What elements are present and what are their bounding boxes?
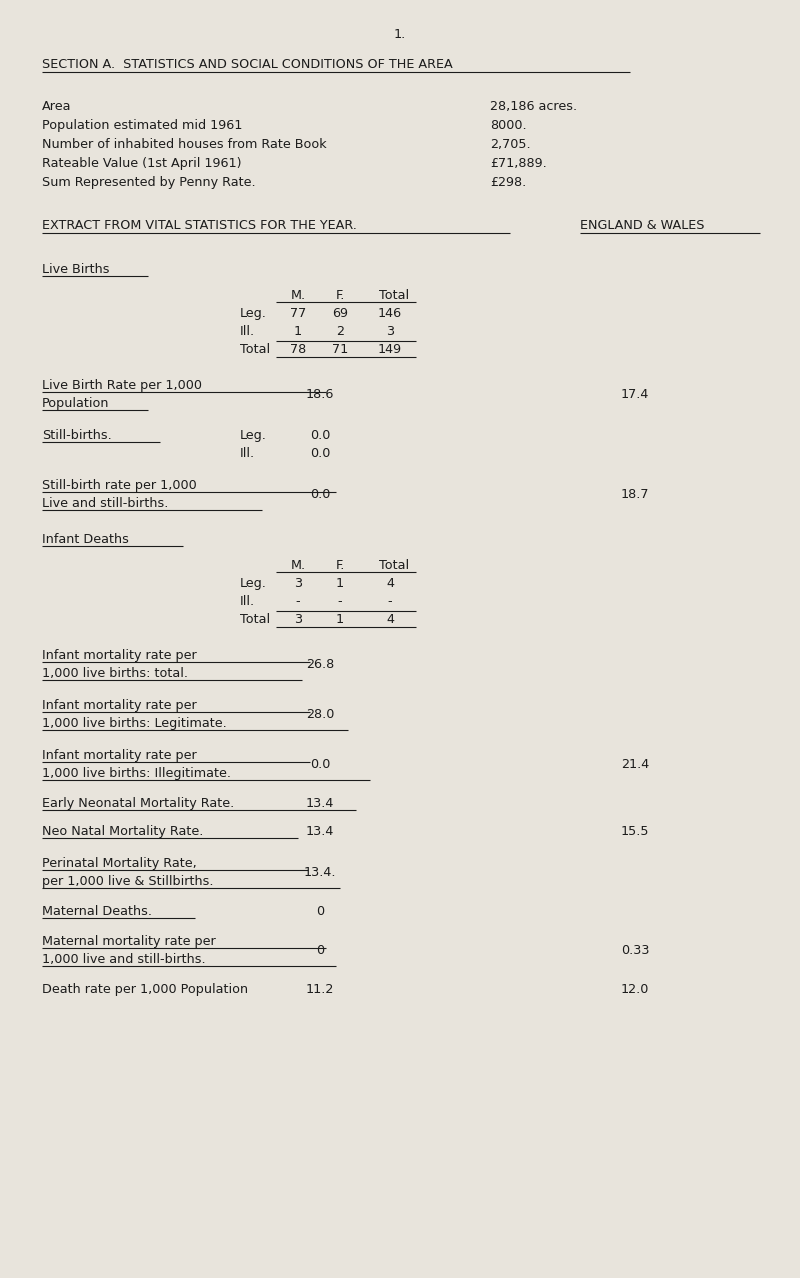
Text: 149: 149 [378, 343, 402, 357]
Text: £298.: £298. [490, 176, 526, 189]
Text: Number of inhabited houses from Rate Book: Number of inhabited houses from Rate Boo… [42, 138, 326, 151]
Text: Sum Represented by Penny Rate.: Sum Represented by Penny Rate. [42, 176, 256, 189]
Text: M.: M. [290, 289, 306, 302]
Text: Total: Total [240, 343, 270, 357]
Text: 0.0: 0.0 [310, 488, 330, 501]
Text: Leg.: Leg. [240, 307, 267, 320]
Text: Ill.: Ill. [240, 325, 255, 337]
Text: Live and still-births.: Live and still-births. [42, 497, 168, 510]
Text: 3: 3 [294, 613, 302, 626]
Text: 0.0: 0.0 [310, 429, 330, 442]
Text: 8000.: 8000. [490, 119, 526, 132]
Text: ENGLAND & WALES: ENGLAND & WALES [580, 219, 705, 233]
Text: Ill.: Ill. [240, 447, 255, 460]
Text: 13.4: 13.4 [306, 797, 334, 810]
Text: Total: Total [240, 613, 270, 626]
Text: Total: Total [379, 289, 409, 302]
Text: Still-births.: Still-births. [42, 429, 112, 442]
Text: 1.: 1. [394, 28, 406, 41]
Text: 18.7: 18.7 [621, 488, 650, 501]
Text: Early Neonatal Mortality Rate.: Early Neonatal Mortality Rate. [42, 797, 234, 810]
Text: Infant Deaths: Infant Deaths [42, 533, 129, 546]
Text: Maternal Deaths.: Maternal Deaths. [42, 905, 152, 918]
Text: 0: 0 [316, 905, 324, 918]
Text: per 1,000 live & Stillbirths.: per 1,000 live & Stillbirths. [42, 875, 214, 888]
Text: 0.0: 0.0 [310, 447, 330, 460]
Text: 1: 1 [336, 576, 344, 590]
Text: 2: 2 [336, 325, 344, 337]
Text: EXTRACT FROM VITAL STATISTICS FOR THE YEAR.: EXTRACT FROM VITAL STATISTICS FOR THE YE… [42, 219, 357, 233]
Text: 71: 71 [332, 343, 348, 357]
Text: 26.8: 26.8 [306, 658, 334, 671]
Text: 13.4: 13.4 [306, 826, 334, 838]
Text: 1: 1 [294, 325, 302, 337]
Text: 28,186 acres.: 28,186 acres. [490, 100, 577, 112]
Text: 12.0: 12.0 [621, 983, 649, 996]
Text: 1,000 live births: total.: 1,000 live births: total. [42, 667, 188, 680]
Text: 11.2: 11.2 [306, 983, 334, 996]
Text: M.: M. [290, 558, 306, 573]
Text: 18.6: 18.6 [306, 389, 334, 401]
Text: £71,889.: £71,889. [490, 157, 546, 170]
Text: 13.4.: 13.4. [304, 866, 336, 879]
Text: 1,000 live and still-births.: 1,000 live and still-births. [42, 953, 206, 966]
Text: Leg.: Leg. [240, 429, 267, 442]
Text: 4: 4 [386, 613, 394, 626]
Text: 1,000 live births: Illegitimate.: 1,000 live births: Illegitimate. [42, 767, 231, 780]
Text: 21.4: 21.4 [621, 758, 649, 771]
Text: F.: F. [335, 289, 345, 302]
Text: -: - [338, 596, 342, 608]
Text: 0.0: 0.0 [310, 758, 330, 771]
Text: Rateable Value (1st April 1961): Rateable Value (1st April 1961) [42, 157, 242, 170]
Text: Perinatal Mortality Rate,: Perinatal Mortality Rate, [42, 858, 197, 870]
Text: Population: Population [42, 397, 110, 410]
Text: 0: 0 [316, 944, 324, 957]
Text: Death rate per 1,000 Population: Death rate per 1,000 Population [42, 983, 248, 996]
Text: -: - [296, 596, 300, 608]
Text: 3: 3 [294, 576, 302, 590]
Text: Leg.: Leg. [240, 576, 267, 590]
Text: Neo Natal Mortality Rate.: Neo Natal Mortality Rate. [42, 826, 203, 838]
Text: Population estimated mid 1961: Population estimated mid 1961 [42, 119, 242, 132]
Text: Ill.: Ill. [240, 596, 255, 608]
Text: 1,000 live births: Legitimate.: 1,000 live births: Legitimate. [42, 717, 226, 730]
Text: 77: 77 [290, 307, 306, 320]
Text: 4: 4 [386, 576, 394, 590]
Text: Area: Area [42, 100, 71, 112]
Text: 17.4: 17.4 [621, 389, 649, 401]
Text: 69: 69 [332, 307, 348, 320]
Text: 0.33: 0.33 [621, 944, 650, 957]
Text: 28.0: 28.0 [306, 708, 334, 721]
Text: Maternal mortality rate per: Maternal mortality rate per [42, 935, 216, 948]
Text: 3: 3 [386, 325, 394, 337]
Text: -: - [388, 596, 392, 608]
Text: Infant mortality rate per: Infant mortality rate per [42, 649, 197, 662]
Text: 15.5: 15.5 [621, 826, 650, 838]
Text: Live Births: Live Births [42, 263, 110, 276]
Text: 146: 146 [378, 307, 402, 320]
Text: 1: 1 [336, 613, 344, 626]
Text: SECTION A.  STATISTICS AND SOCIAL CONDITIONS OF THE AREA: SECTION A. STATISTICS AND SOCIAL CONDITI… [42, 58, 453, 72]
Text: F.: F. [335, 558, 345, 573]
Text: Live Birth Rate per 1,000: Live Birth Rate per 1,000 [42, 380, 202, 392]
Text: Infant mortality rate per: Infant mortality rate per [42, 699, 197, 712]
Text: 78: 78 [290, 343, 306, 357]
Text: Total: Total [379, 558, 409, 573]
Text: 2,705.: 2,705. [490, 138, 530, 151]
Text: Infant mortality rate per: Infant mortality rate per [42, 749, 197, 762]
Text: Still-birth rate per 1,000: Still-birth rate per 1,000 [42, 479, 197, 492]
